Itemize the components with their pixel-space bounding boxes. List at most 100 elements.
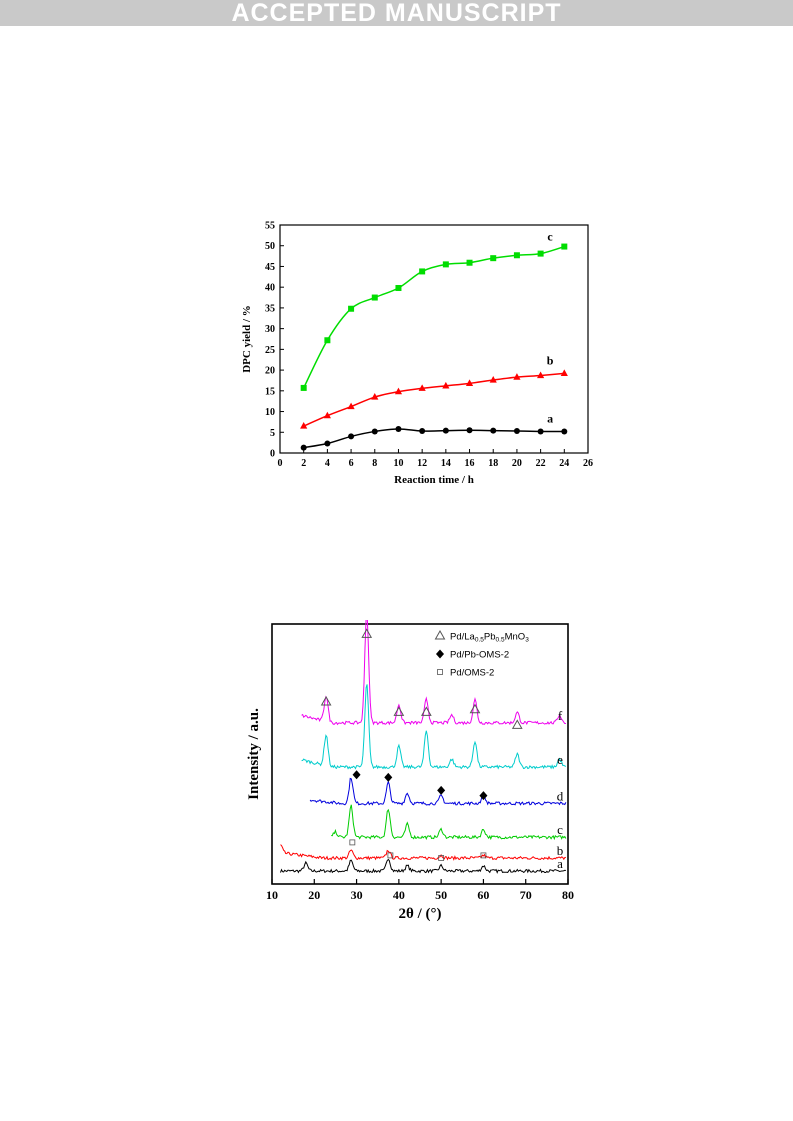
xrd-series-c-line [331,804,567,841]
y-tick-label: 5 [270,428,275,439]
series-a-point [561,428,568,435]
legend-subscript: 3 [525,637,529,644]
peak-marker-filled-diamond [437,785,446,795]
series-a-point [513,428,520,435]
series-b-point [371,393,379,400]
series-a-point [419,428,426,435]
peak-marker-open-square [438,855,445,861]
x-tick-label: 0 [278,458,283,469]
dpc-yield-chart-svg: 0 2 4 6 8 10 12 14 16 18 20 22 24 2605101520253035404… [241,221,593,487]
legend-subscript: 0.5 [496,637,505,644]
legend-text: Pb [484,632,496,643]
legend-subscript: 0.5 [475,637,484,644]
x-tick-label: 8 [372,458,377,469]
legend-label: Pd/Pb-OMS-2 [450,650,509,661]
series-a-point [537,428,544,435]
y-tick-label: 30 [265,324,275,335]
x-tick-label: 14 [441,458,451,469]
peak-marker-open-triangle [393,706,405,716]
x-tick-label: 10 [266,888,278,902]
peak-marker-open-triangle [320,695,332,706]
series-a-label: a [547,411,553,425]
series-b-point [537,371,545,379]
x-tick-label: 70 [520,888,532,902]
x-tick-label: 6 [349,458,354,469]
peak-marker-open-triangle [361,628,373,638]
series-c-line [303,245,565,389]
legend-symbol-open-triangle [434,629,446,640]
x-axis-label: 2θ / (°) [399,906,442,922]
peak-marker-open-triangle [420,706,432,716]
series-b-point [300,422,308,429]
x-tick-label: 2 [301,458,306,469]
x-tick-label: 20 [512,458,522,469]
y-tick-label: 10 [265,407,275,418]
x-tick-label: 10 [393,458,403,469]
xrd-series-a-label: a [557,856,563,871]
plot-frame [279,224,589,454]
x-tick-label: 30 [351,888,363,902]
peak-marker-open-triangle [469,703,481,714]
y-tick-label: 35 [265,303,275,314]
series-a-point [300,444,307,451]
series-b-point [442,381,450,389]
series-a-point [324,440,331,447]
y-tick-label: 55 [265,221,275,232]
x-tick-label: 26 [583,458,593,469]
y-axis-label: Intensity / a.u. [246,708,262,800]
legend-symbol-open-square [437,669,443,675]
y-axis-label: DPC yield / % [241,305,253,373]
series-b-point [560,369,568,377]
xrd-series-a-line [280,858,566,874]
series-c-point [442,261,449,268]
xrd-series-f-line [301,613,566,726]
xrd-chart: 10 20 30 40 50 60 70 80 2θ / (°) Intensity / a.u.… [238,613,582,928]
series-c-point [561,243,568,250]
y-tick-label: 15 [265,386,275,397]
series-c-point [371,294,378,301]
y-tick-label: 25 [265,345,275,356]
peak-marker-open-square [387,852,394,859]
series-a-point [371,428,378,435]
legend-text: MnO [505,632,526,643]
series-c-point [490,255,497,262]
series-b-line [303,372,565,427]
series-c-point [537,250,544,257]
xrd-chart-svg: 10 20 30 40 50 60 70 80 2θ / (°) Intensity / a.u.… [246,613,574,922]
legend-label: Pd/La0.5 Pb0.5 MnO3 [450,632,529,644]
x-tick-label: 40 [393,888,405,902]
series-c-point [513,252,520,259]
peak-marker-filled-diamond [479,791,488,801]
xrd-series-c-label: c [557,822,563,837]
series-b-point [394,387,403,395]
x-tick-label: 50 [435,888,447,902]
series-a-point [395,425,402,432]
series-b-label: b [547,353,554,367]
series-b-point [418,384,426,391]
y-tick-label: 20 [265,366,275,377]
series-b-point [489,376,497,383]
series-a-line [303,428,565,449]
y-tick-label: 50 [265,241,275,252]
x-tick-label: 12 [417,458,427,469]
x-axis-label: Reaction time / h [394,474,474,486]
series-b-point [323,411,331,419]
peak-marker-filled-diamond [352,770,361,780]
x-tick-label: 24 [559,458,569,469]
xrd-series-e-line [301,684,567,770]
peak-marker-open-triangle [511,719,523,729]
series-b-point [513,373,521,380]
legend-symbol-filled-diamond [436,649,444,659]
dpc-yield-chart: 0 2 4 6 8 10 12 14 16 18 20 22 24 26 0 5 10 15 20 25 30 35 40 4… [238,216,604,490]
series-c-point [300,384,307,391]
xrd-series-d-line [309,777,567,807]
y-tick-label: 45 [265,262,275,273]
xrd-series-b-label: b [557,843,564,858]
series-b-point [465,379,474,386]
x-tick-label: 80 [562,888,574,902]
legend-label: Pd/OMS-2 [450,668,494,679]
series-c-point [466,259,473,266]
legend-text: Pd/La [450,632,476,643]
series-a-point [466,427,473,434]
xrd-series-d-label: d [557,788,564,803]
